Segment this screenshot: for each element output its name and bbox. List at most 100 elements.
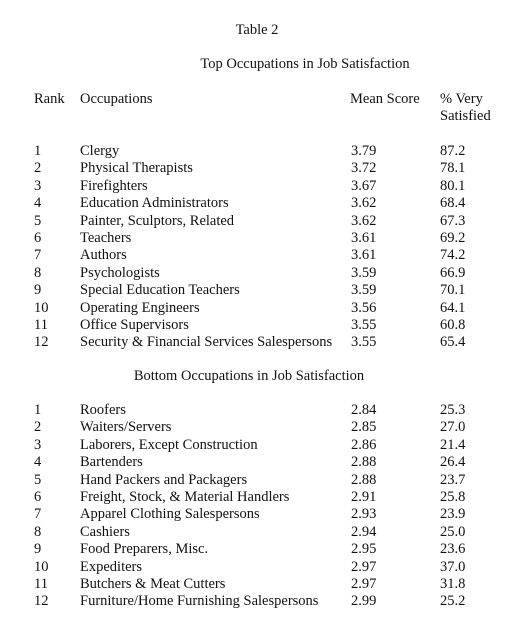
occupation-cell: Firefighters	[80, 177, 148, 194]
occupation-cell: Physical Therapists	[80, 160, 193, 177]
mean-score-cell: 2.88	[351, 454, 377, 471]
mean-score-cell: 3.67	[351, 177, 377, 194]
rank-cell: 5	[34, 471, 42, 488]
occupation-cell: Expediters	[80, 558, 143, 575]
mean-score-cell: 2.91	[351, 489, 377, 505]
pct-very-satisfied-cell: 60.8	[440, 317, 466, 333]
table-row: 5 Painter, Sculptors, Related 3.62 67.3	[0, 213, 514, 230]
mean-score-cell: 2.88	[351, 471, 377, 488]
pct-very-satisfied-cell: 70.1	[440, 282, 466, 299]
table-row: 10 Operating Engineers 3.56 64.1	[0, 300, 514, 317]
rank-cell: 6	[34, 230, 42, 246]
occupation-cell: Authors	[80, 247, 127, 264]
occupation-cell: Hand Packers and Packagers	[80, 471, 248, 488]
pct-very-satisfied-cell: 25.0	[440, 523, 466, 540]
occupation-cell: Furniture/Home Furnishing Salespersons	[80, 593, 319, 610]
table-row: 6 Freight, Stock, & Material Handlers 2.91…	[0, 489, 514, 506]
rank-cell: 2	[34, 160, 42, 177]
bottom-section-title: Bottom Occupations in Job Satisfaction	[133, 368, 365, 384]
rank-cell: 12	[34, 334, 49, 351]
occupation-cell: Apparel Clothing Salespersons	[80, 506, 260, 523]
header-pct-line2: Satisfied	[440, 108, 491, 124]
mean-score-cell: 2.86	[351, 436, 377, 453]
table-row: 9 Food Preparers, Misc. 2.95 23.6	[0, 541, 514, 558]
table-row: 3 Firefighters 3.67 80.1	[0, 178, 514, 195]
pct-very-satisfied-cell: 74.2	[440, 247, 466, 264]
table-row: 9 Special Education Teachers 3.59 70.1	[0, 282, 514, 299]
rank-cell: 12	[34, 593, 49, 610]
pct-very-satisfied-cell: 31.8	[440, 576, 466, 592]
table-row: 2 Physical Therapists 3.72 78.1	[0, 160, 514, 177]
mean-score-cell: 2.84	[351, 402, 377, 418]
table-row: 10 Expediters 2.97 37.0	[0, 559, 514, 576]
occupation-cell: Waiters/Servers	[80, 419, 172, 436]
rank-cell: 5	[34, 212, 42, 229]
header-rank: Rank	[34, 91, 65, 107]
pct-very-satisfied-cell: 64.1	[440, 299, 466, 316]
pct-very-satisfied-cell: 80.1	[440, 177, 466, 194]
rank-cell: 3	[34, 177, 42, 194]
occupation-cell: Freight, Stock, & Material Handlers	[80, 489, 290, 505]
mean-score-cell: 3.72	[351, 160, 377, 177]
rank-cell: 8	[34, 264, 42, 281]
mean-score-cell: 2.95	[351, 541, 377, 558]
rank-cell: 9	[34, 282, 42, 299]
table-row: 7 Authors 3.61 74.2	[0, 247, 514, 264]
pct-very-satisfied-cell: 23.6	[440, 541, 466, 558]
rank-cell: 8	[34, 523, 42, 540]
occupation-cell: Operating Engineers	[80, 299, 200, 316]
table-row: 4 Bartenders 2.88 26.4	[0, 454, 514, 471]
rank-cell: 9	[34, 541, 42, 558]
pct-very-satisfied-cell: 69.2	[440, 230, 466, 246]
pct-very-satisfied-cell: 23.9	[440, 506, 466, 523]
table-row: 1 Clergy 3.79 87.2	[0, 143, 514, 160]
pct-very-satisfied-cell: 21.4	[440, 436, 466, 453]
mean-score-cell: 2.85	[351, 419, 377, 436]
occupation-cell: Roofers	[80, 402, 126, 418]
table-row: 4 Education Administrators 3.62 68.4	[0, 195, 514, 212]
mean-score-cell: 2.97	[351, 558, 377, 575]
pct-very-satisfied-cell: 25.8	[440, 489, 466, 505]
table-row: 8 Psychologists 3.59 66.9	[0, 265, 514, 282]
mean-score-cell: 3.56	[351, 299, 377, 316]
occupation-cell: Education Administrators	[80, 195, 229, 212]
rank-cell: 1	[34, 402, 42, 418]
pct-very-satisfied-cell: 27.0	[440, 419, 466, 436]
rank-cell: 10	[34, 299, 49, 316]
occupation-cell: Bartenders	[80, 454, 143, 471]
rank-cell: 2	[34, 419, 42, 436]
mean-score-cell: 3.55	[351, 334, 377, 351]
occupation-cell: Butchers & Meat Cutters	[80, 576, 226, 592]
occupation-cell: Security & Financial Services Salesperso…	[80, 334, 333, 351]
mean-score-cell: 3.59	[351, 264, 377, 281]
rank-cell: 4	[34, 454, 42, 471]
pct-very-satisfied-cell: 78.1	[440, 160, 466, 177]
table-row: 1 Roofers 2.84 25.3	[0, 402, 514, 419]
occupation-cell: Psychologists	[80, 264, 160, 281]
pct-very-satisfied-cell: 68.4	[440, 195, 466, 212]
table-row: 3 Laborers, Except Construction 2.86 21.4	[0, 437, 514, 454]
table-row: 8 Cashiers 2.94 25.0	[0, 524, 514, 541]
rank-cell: 11	[34, 317, 48, 333]
rank-cell: 1	[34, 143, 42, 159]
pct-very-satisfied-cell: 25.2	[440, 593, 466, 610]
mean-score-cell: 2.97	[351, 576, 377, 592]
mean-score-cell: 2.93	[351, 506, 377, 523]
mean-score-cell: 3.61	[351, 247, 377, 264]
rank-cell: 7	[34, 506, 42, 523]
occupation-cell: Clergy	[80, 143, 120, 159]
occupation-cell: Laborers, Except Construction	[80, 436, 258, 453]
mean-score-cell: 3.62	[351, 195, 377, 212]
occupation-cell: Special Education Teachers	[80, 282, 240, 299]
pct-very-satisfied-cell: 87.2	[440, 143, 466, 159]
mean-score-cell: 2.94	[351, 523, 377, 540]
pct-very-satisfied-cell: 67.3	[440, 212, 466, 229]
table-row: 5 Hand Packers and Packagers 2.88 23.7	[0, 472, 514, 489]
rank-cell: 3	[34, 436, 42, 453]
pct-very-satisfied-cell: 23.7	[440, 471, 466, 488]
table-row: 11 Office Supervisors 3.55 60.8	[0, 317, 514, 334]
mean-score-cell: 3.55	[351, 317, 377, 333]
mean-score-cell: 3.61	[351, 230, 377, 246]
occupation-cell: Cashiers	[80, 523, 130, 540]
pct-very-satisfied-cell: 25.3	[440, 402, 466, 418]
